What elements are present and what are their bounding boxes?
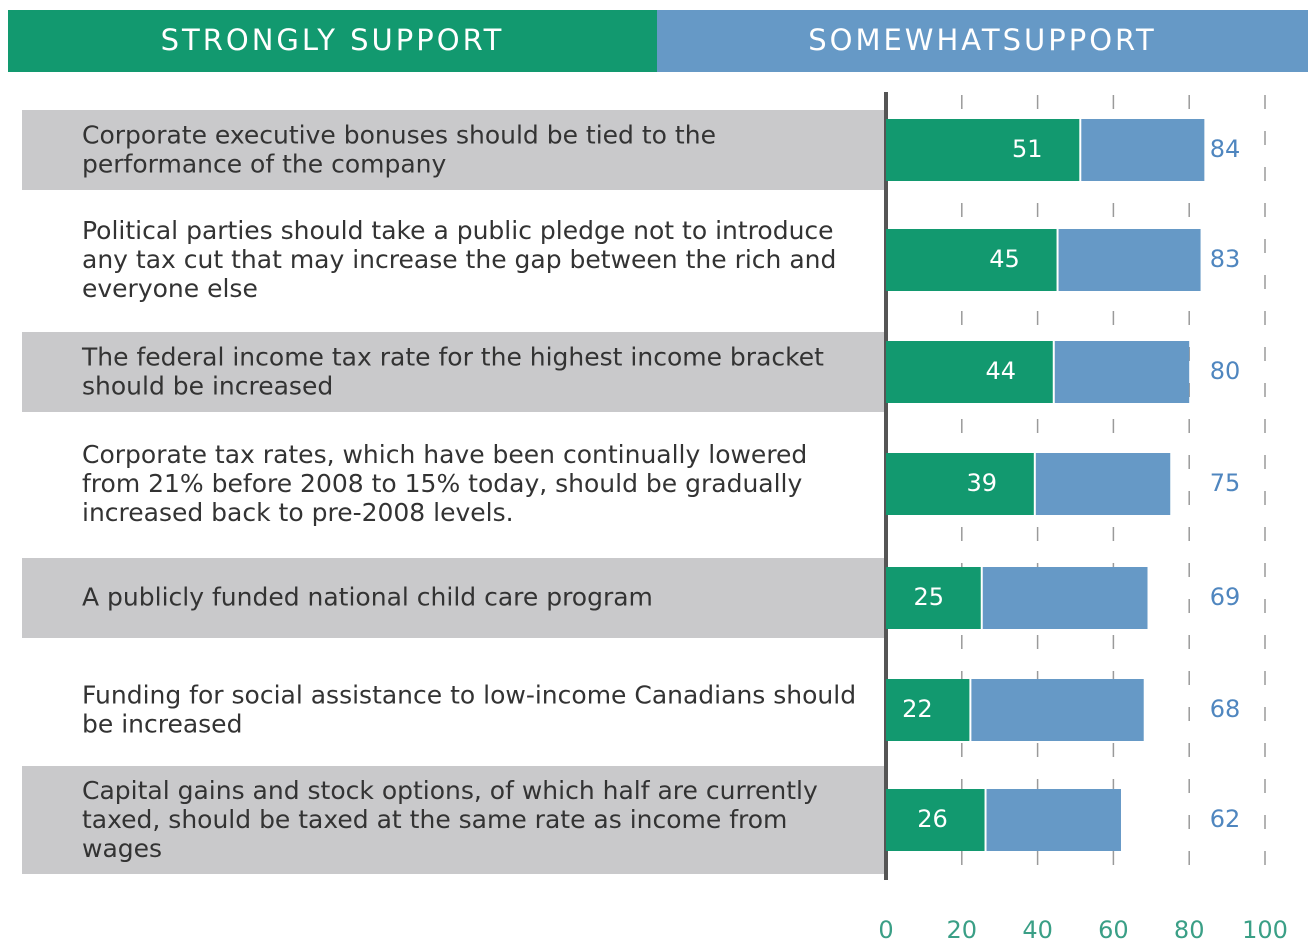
data-label: 26 xyxy=(917,805,948,833)
legend-label: STRONGLY SUPPORT xyxy=(161,23,505,57)
x-tick-label: 0 xyxy=(878,916,893,943)
category-label: A publicly funded national child care pr… xyxy=(82,582,653,612)
row-background xyxy=(22,332,884,412)
data-label: 51 xyxy=(1012,135,1043,163)
category-label: Political parties should take a public p… xyxy=(82,215,837,303)
x-tick-label: 80 xyxy=(1174,916,1205,943)
data-label: 39 xyxy=(967,469,998,497)
total-label: 80 xyxy=(1210,357,1241,385)
total-label: 84 xyxy=(1210,135,1241,163)
x-tick-label: 60 xyxy=(1098,916,1129,943)
bar xyxy=(1054,341,1190,403)
bar xyxy=(1035,453,1171,515)
total-label: 83 xyxy=(1210,245,1241,273)
category-label: Corporate executive bonuses should be ti… xyxy=(82,120,716,178)
bar xyxy=(1058,229,1201,291)
legend-label: SOMEWHATSUPPORT xyxy=(808,23,1157,57)
data-label: 25 xyxy=(913,583,944,611)
row-background xyxy=(22,766,884,874)
category-label: Funding for social assistance to low-inc… xyxy=(82,680,857,738)
category-label: The federal income tax rate for the high… xyxy=(82,342,824,400)
data-label: 22 xyxy=(902,695,933,723)
bar xyxy=(886,119,1080,181)
legend-swatch xyxy=(8,10,657,72)
bar xyxy=(886,453,1034,515)
bar xyxy=(886,679,970,741)
bar xyxy=(886,567,981,629)
bar xyxy=(982,567,1148,629)
bar xyxy=(1081,119,1205,181)
total-label: 69 xyxy=(1210,583,1241,611)
bar xyxy=(886,229,1057,291)
total-label: 62 xyxy=(1210,805,1241,833)
category-label: Capital gains and stock options, of whic… xyxy=(82,775,818,863)
data-label: 44 xyxy=(985,357,1016,385)
bar xyxy=(986,789,1121,851)
category-label: Corporate tax rates, which have been con… xyxy=(82,439,808,527)
row-background xyxy=(22,110,884,190)
data-label: 45 xyxy=(989,245,1020,273)
legend-swatch xyxy=(657,10,1308,72)
bar xyxy=(971,679,1144,741)
row-background xyxy=(22,558,884,638)
total-label: 68 xyxy=(1210,695,1241,723)
bar xyxy=(886,789,985,851)
x-tick-label: 20 xyxy=(947,916,978,943)
x-tick-label: 40 xyxy=(1022,916,1053,943)
total-label: 75 xyxy=(1210,469,1241,497)
x-tick-label: 100 xyxy=(1242,916,1288,943)
bar xyxy=(886,341,1053,403)
